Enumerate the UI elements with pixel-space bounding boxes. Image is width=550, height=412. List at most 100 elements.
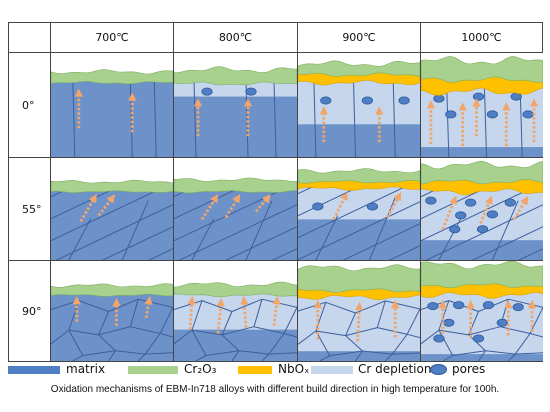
pore bbox=[453, 301, 465, 310]
grain-boundary bbox=[329, 350, 363, 357]
oxidation-scheme bbox=[51, 179, 173, 260]
grain-boundary bbox=[98, 311, 109, 336]
grain-boundary bbox=[452, 350, 486, 356]
row-label-0deg: 0° bbox=[22, 98, 35, 112]
grain-boundary bbox=[514, 333, 531, 355]
grain-boundary bbox=[68, 218, 92, 260]
cr2o3-layer bbox=[51, 179, 173, 193]
oxidation-scheme bbox=[51, 283, 173, 361]
grain-boundary bbox=[468, 334, 486, 352]
pore bbox=[398, 96, 410, 105]
pore bbox=[320, 96, 332, 105]
pore bbox=[464, 198, 477, 207]
cell-0deg-800C bbox=[174, 53, 297, 157]
temp-header-700: 700℃ bbox=[95, 31, 129, 44]
diffusion-arrow bbox=[254, 194, 271, 213]
diffusion-arrow bbox=[513, 196, 529, 221]
grain-boundary bbox=[178, 204, 297, 260]
pore bbox=[472, 334, 485, 343]
grain-boundary bbox=[82, 350, 116, 356]
matrix-region bbox=[51, 188, 173, 260]
pore bbox=[472, 92, 485, 101]
grain-boundary bbox=[298, 185, 409, 239]
legend-swatch-cr2o3 bbox=[128, 366, 178, 374]
legend-label-cr2o3: Cr₂O₃ bbox=[184, 362, 217, 376]
grain-boundary bbox=[273, 80, 277, 157]
diffusion-arrow bbox=[240, 296, 249, 328]
pore bbox=[476, 225, 489, 234]
cr2o3-layer bbox=[298, 264, 420, 293]
cr2o3-layer bbox=[174, 66, 297, 86]
legend-swatch-cr-depletion bbox=[311, 366, 353, 374]
grain-boundary bbox=[315, 215, 339, 260]
grain-boundary bbox=[268, 333, 285, 355]
legend-label-matrix: matrix bbox=[66, 362, 106, 376]
cell-55deg-900C bbox=[298, 158, 420, 260]
grain-boundary bbox=[377, 327, 408, 335]
grain-boundary bbox=[355, 300, 386, 314]
grain-boundaries bbox=[446, 88, 523, 157]
grain-boundary bbox=[345, 312, 356, 336]
grain-boundary bbox=[174, 329, 193, 345]
grain-boundary bbox=[355, 350, 363, 361]
grain-boundary bbox=[485, 350, 516, 355]
grain-boundary bbox=[425, 204, 543, 260]
legend-label-pores: pores bbox=[452, 362, 486, 376]
pore bbox=[312, 202, 324, 211]
legend-swatch-matrix bbox=[8, 366, 60, 374]
grain-boundary bbox=[68, 329, 84, 356]
pore bbox=[245, 87, 257, 96]
cr2o3-layer bbox=[421, 261, 543, 289]
cr2o3-layer bbox=[174, 177, 297, 194]
cell-90deg-700C bbox=[51, 261, 173, 361]
oxidation-scheme bbox=[421, 56, 543, 157]
cr-depletion-zone bbox=[421, 292, 543, 355]
grain-boundary bbox=[362, 350, 393, 355]
legend-label-nbox: NbOₓ bbox=[278, 362, 310, 376]
pore bbox=[361, 96, 374, 105]
grain-boundary bbox=[101, 226, 173, 260]
cr2o3-layer bbox=[421, 160, 543, 185]
grain-boundary bbox=[72, 79, 76, 157]
grain-boundary bbox=[500, 326, 531, 334]
pore bbox=[496, 318, 508, 327]
oxidation-scheme bbox=[174, 281, 297, 361]
grain-boundary bbox=[484, 88, 487, 157]
row-label-55deg: 55° bbox=[22, 202, 42, 216]
grain-boundary bbox=[108, 298, 139, 312]
diffusion-arrow bbox=[187, 296, 196, 330]
pore bbox=[433, 334, 445, 343]
pore bbox=[201, 87, 213, 96]
grain-boundary bbox=[491, 200, 519, 260]
grain-boundary bbox=[508, 298, 543, 308]
grain-boundary bbox=[392, 79, 396, 157]
matrix-region bbox=[51, 79, 173, 157]
grain-boundary bbox=[225, 226, 297, 260]
grain-boundary bbox=[174, 300, 203, 310]
oxidation-scheme bbox=[421, 160, 543, 260]
legend-swatch-nbox bbox=[238, 366, 272, 374]
pore bbox=[482, 301, 495, 310]
cell-0deg-900C bbox=[298, 53, 420, 157]
grain-boundary bbox=[507, 353, 516, 361]
pore bbox=[455, 211, 467, 220]
diffusion-arrow bbox=[216, 298, 225, 334]
grain-boundary bbox=[376, 300, 386, 328]
grain-boundary bbox=[68, 300, 80, 331]
pore bbox=[512, 303, 524, 312]
grid-line bbox=[8, 22, 543, 23]
diffusion-arrow bbox=[97, 194, 116, 217]
cell-55deg-700C bbox=[51, 158, 173, 260]
cr2o3-layer bbox=[174, 281, 297, 298]
grain-boundary bbox=[245, 200, 273, 260]
cell-90deg-900C bbox=[298, 261, 420, 361]
grain-boundary bbox=[153, 79, 157, 157]
grain-boundary bbox=[438, 218, 462, 260]
pore bbox=[504, 198, 516, 207]
grain-boundary bbox=[205, 350, 240, 356]
grain-boundary bbox=[519, 88, 523, 157]
row-label-90deg: 90° bbox=[22, 304, 42, 318]
grain-boundary bbox=[298, 330, 317, 345]
grain-boundary bbox=[221, 311, 233, 336]
grain-boundary bbox=[315, 330, 346, 337]
